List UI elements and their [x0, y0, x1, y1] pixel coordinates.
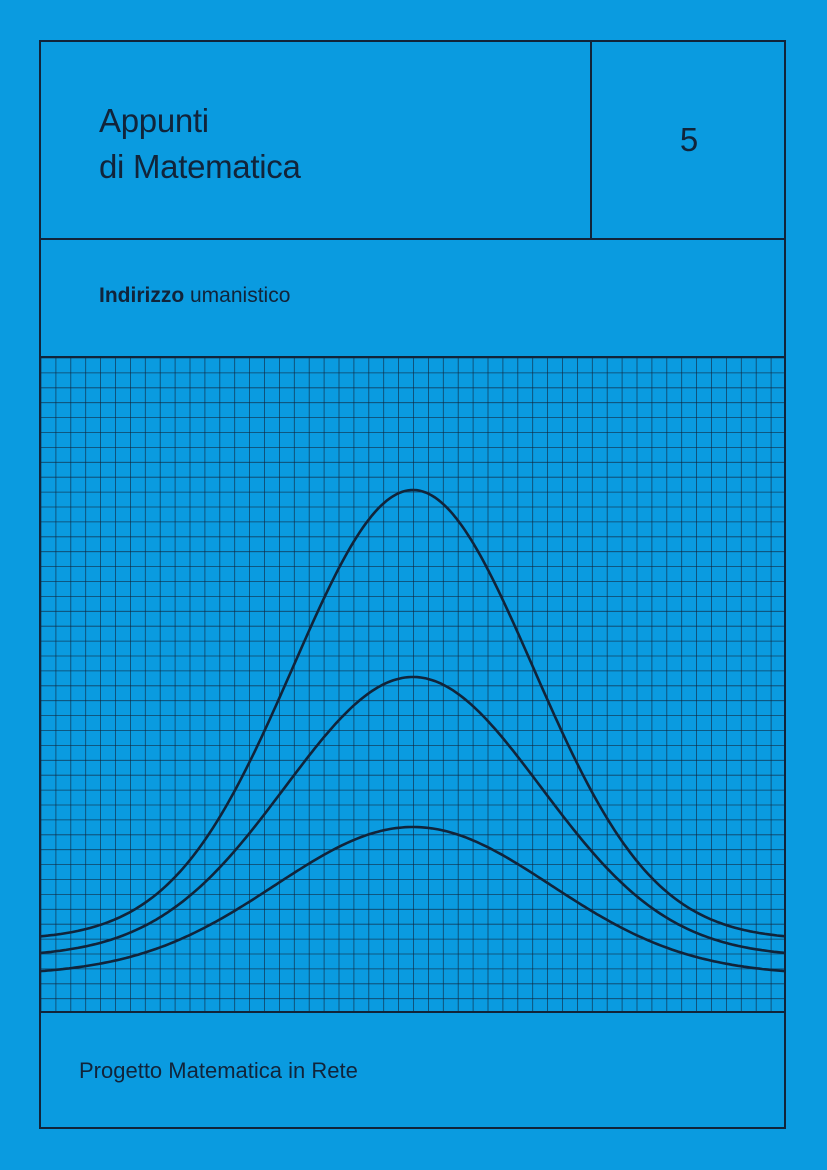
- cover-frame: Appunti di Matematica 5 Indirizzo umanis…: [39, 40, 786, 1129]
- bell-curve-2: [41, 675, 786, 955]
- grid-lines: [41, 358, 786, 1011]
- bell-curve-3: [41, 825, 786, 973]
- grid-illustration: [41, 358, 786, 1013]
- title-cell: Appunti di Matematica: [41, 42, 592, 238]
- bell-curve-1: [41, 488, 786, 938]
- title-line-2: di Matematica: [99, 148, 301, 185]
- subtitle-bold: Indirizzo: [99, 284, 185, 307]
- bell-curves-graphic: [41, 358, 786, 1011]
- cover-header: Appunti di Matematica 5: [41, 42, 786, 240]
- volume-number: 5: [679, 121, 699, 158]
- footer-text: Progetto Matematica in Rete: [79, 1058, 358, 1083]
- subtitle-band: Indirizzo umanistico: [41, 240, 786, 358]
- subtitle-rest: umanistico: [184, 284, 291, 307]
- title-line-1: Appunti: [99, 102, 209, 139]
- bell-curves: [41, 488, 786, 973]
- subtitle: Indirizzo umanistico: [99, 285, 290, 306]
- cover-footer: Progetto Matematica in Rete: [41, 1013, 786, 1129]
